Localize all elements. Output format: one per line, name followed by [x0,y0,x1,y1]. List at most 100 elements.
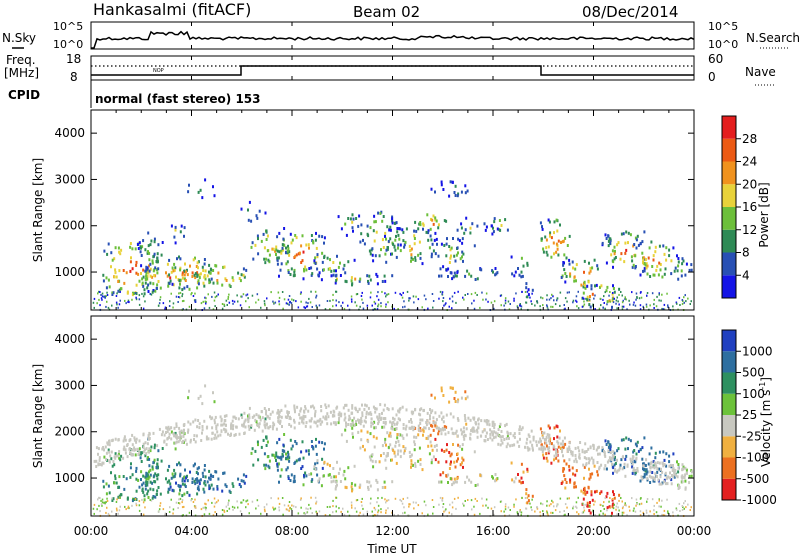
power-cell [197,279,200,283]
velocity-cell [481,497,483,500]
velocity-cell [285,468,288,472]
velocity-cell [335,475,337,479]
power-cell [99,304,101,307]
power-cell [415,295,417,298]
velocity-cell [191,477,194,481]
power-cell [356,293,359,295]
power-cell [145,265,148,269]
power-cell [178,286,181,290]
velocity-cell [125,508,127,511]
power-cell [225,279,228,282]
velocity-cell [295,442,298,446]
velocity-cell [371,459,374,463]
velocity-cell [115,501,118,503]
velocity-cell [445,508,447,511]
velocity-cell [370,497,372,500]
power-cell [243,275,246,279]
velocity-cell [226,510,228,512]
velocity-cell [287,450,289,454]
velocity-cell [681,474,684,478]
velocity-cell [410,453,413,457]
power-cell [544,235,547,239]
velocity-cell [473,417,476,421]
velocity-cell [256,440,259,444]
velocity-cell [361,504,363,507]
velocity-cell [376,415,379,419]
power-cell [642,256,645,260]
velocity-cell [387,507,389,510]
velocity-cell [293,406,296,410]
velocity-cell [93,503,96,506]
velocity-cell [315,452,318,456]
velocity-cell [374,514,377,517]
velocity-cell [141,483,144,487]
velocity-cell [555,453,558,457]
velocity-cell [569,478,572,482]
power-cell [266,234,269,238]
power-cell [589,269,592,273]
velocity-cell [499,422,502,426]
power-cell [314,290,317,293]
velocity-cell [263,508,266,511]
velocity-cell [470,429,473,432]
power-cell [546,298,548,301]
power-cell [101,295,104,298]
power-cell [569,272,572,276]
power-cell [667,306,669,308]
velocity-cell [419,462,422,466]
power-cell [112,291,115,295]
velocity-cell [440,432,443,436]
velocity-cell [583,509,586,512]
velocity-cell [656,467,659,471]
power-cell [101,298,103,301]
velocity-cell [177,440,180,444]
power-cell [216,279,219,282]
velocity-cell [311,478,314,482]
velocity-cell [114,477,117,481]
velocity-cell [196,477,199,481]
velocity-cell [500,510,502,513]
power-cell [147,290,150,293]
power-cell [304,307,306,309]
power-cell [421,262,424,266]
velocity-cell [434,396,436,400]
power-cell [485,292,488,295]
velocity-cell [137,478,140,482]
velocity-cell [293,418,295,422]
velocity-cell [457,496,459,499]
colorbar-tick-label: 28 [742,132,757,146]
velocity-cell [470,499,473,502]
power-cell [425,230,428,234]
power-cell [639,273,642,277]
power-cell [123,281,126,285]
velocity-cell [203,481,206,485]
power-cell [624,296,626,299]
velocity-cell [423,500,426,503]
velocity-cell [370,421,373,425]
power-cell [577,290,579,293]
power-cell [327,267,330,271]
velocity-cell [438,414,441,418]
power-cell [680,269,683,273]
power-cell [625,298,627,301]
velocity-cell [526,437,529,441]
velocity-cell [313,420,316,424]
power-cell [513,297,515,300]
velocity-cell [430,393,433,397]
velocity-cell [514,476,517,480]
velocity-cell [505,445,508,449]
power-cell [588,271,591,275]
velocity-cell [575,485,577,489]
velocity-cell [480,434,483,438]
power-cell [367,234,370,238]
power-cell [286,302,289,305]
power-cell [371,247,374,251]
velocity-cell [386,407,389,410]
velocity-cell [650,460,653,464]
velocity-cell [463,430,466,434]
freq-annotation: NOP [153,68,164,74]
power-cell [571,260,574,264]
power-cell [107,306,110,309]
power-cell [119,252,122,256]
velocity-cell [436,448,438,452]
